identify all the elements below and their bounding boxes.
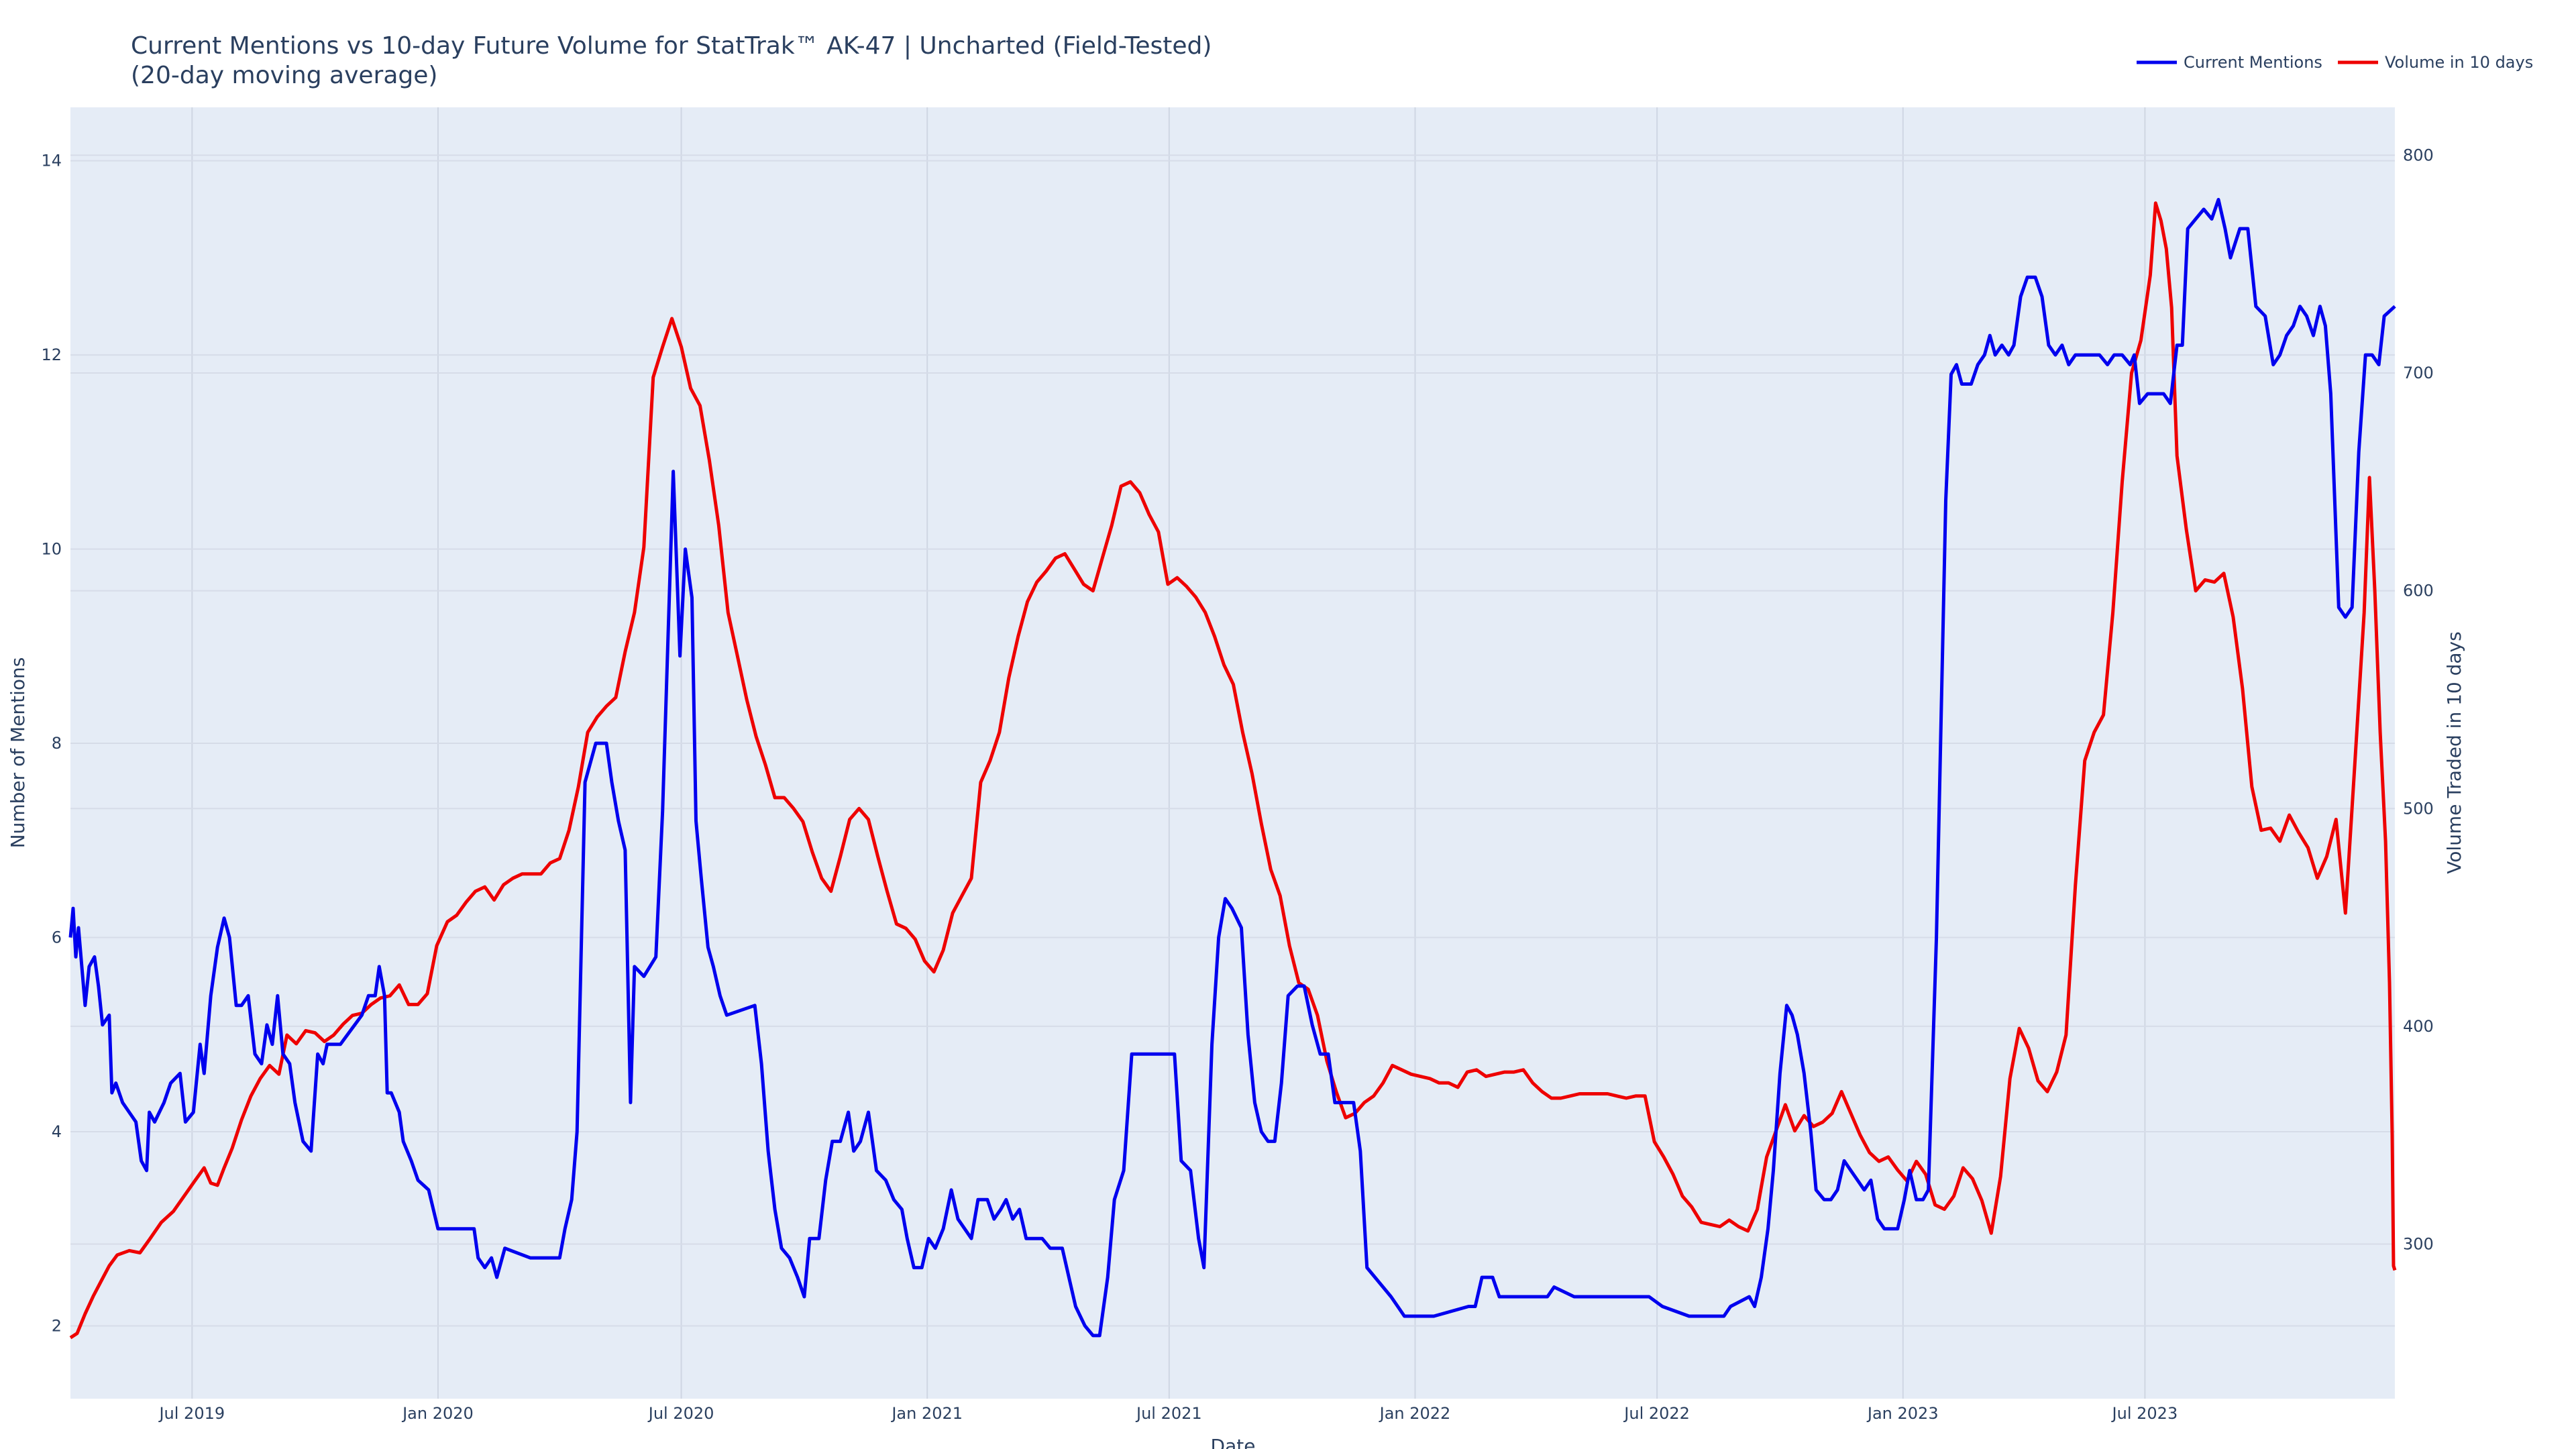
- x-tick-label: Jul 2020: [647, 1404, 714, 1423]
- gridlines: [70, 107, 2395, 1399]
- plot-area: [70, 107, 2395, 1399]
- series-line-volume-in-10-days: [69, 201, 2397, 1340]
- y-tick-label: 14: [41, 152, 62, 170]
- y-tick-label: 2: [52, 1316, 62, 1335]
- y-tick-label: 8: [52, 734, 62, 753]
- x-tick-label: Jul 2019: [158, 1404, 225, 1423]
- y2-tick-label: 800: [2403, 146, 2434, 164]
- x-tick-label: Jan 2023: [1866, 1404, 1939, 1423]
- y2-tick-label: 500: [2403, 799, 2434, 818]
- y-tick-label: 10: [41, 540, 62, 559]
- tick-labels: Jul 2019 Jan 2020 Jul 2020 Jan 2021 Jul 2021…: [41, 146, 2433, 1423]
- x-axis-title: Date: [1211, 1435, 1256, 1449]
- y2-tick-label: 300: [2403, 1235, 2434, 1254]
- y2-tick-label: 700: [2403, 364, 2434, 382]
- y2-tick-label: 600: [2403, 582, 2434, 600]
- y-tick-label: 12: [41, 345, 62, 364]
- y-tick-label: 4: [52, 1122, 62, 1141]
- x-tick-label: Jul 2023: [2111, 1404, 2178, 1423]
- y-tick-label: 6: [52, 928, 62, 947]
- x-tick-label: Jul 2022: [1623, 1404, 1690, 1423]
- legend-label-volume: Volume in 10 days: [2385, 53, 2533, 72]
- series-line-current-mentions: [68, 198, 2396, 1338]
- y2-tick-label: 400: [2403, 1017, 2434, 1036]
- chart-subtitle: (20-day moving average): [131, 62, 437, 89]
- x-tick-label: Jul 2021: [1135, 1404, 1202, 1423]
- x-tick-label: Jan 2020: [401, 1404, 474, 1423]
- y2-axis-title: Volume Traded in 10 days: [2443, 631, 2465, 873]
- x-tick-label: Jan 2021: [890, 1404, 963, 1423]
- y-axis-title: Number of Mentions: [7, 657, 29, 849]
- chart-title: Current Mentions vs 10-day Future Volume…: [131, 32, 1212, 60]
- x-tick-label: Jan 2022: [1379, 1404, 1451, 1423]
- series-layer: [68, 198, 2397, 1340]
- legend[interactable]: Current Mentions Volume in 10 days: [2137, 53, 2533, 72]
- legend-label-current-mentions: Current Mentions: [2184, 53, 2322, 72]
